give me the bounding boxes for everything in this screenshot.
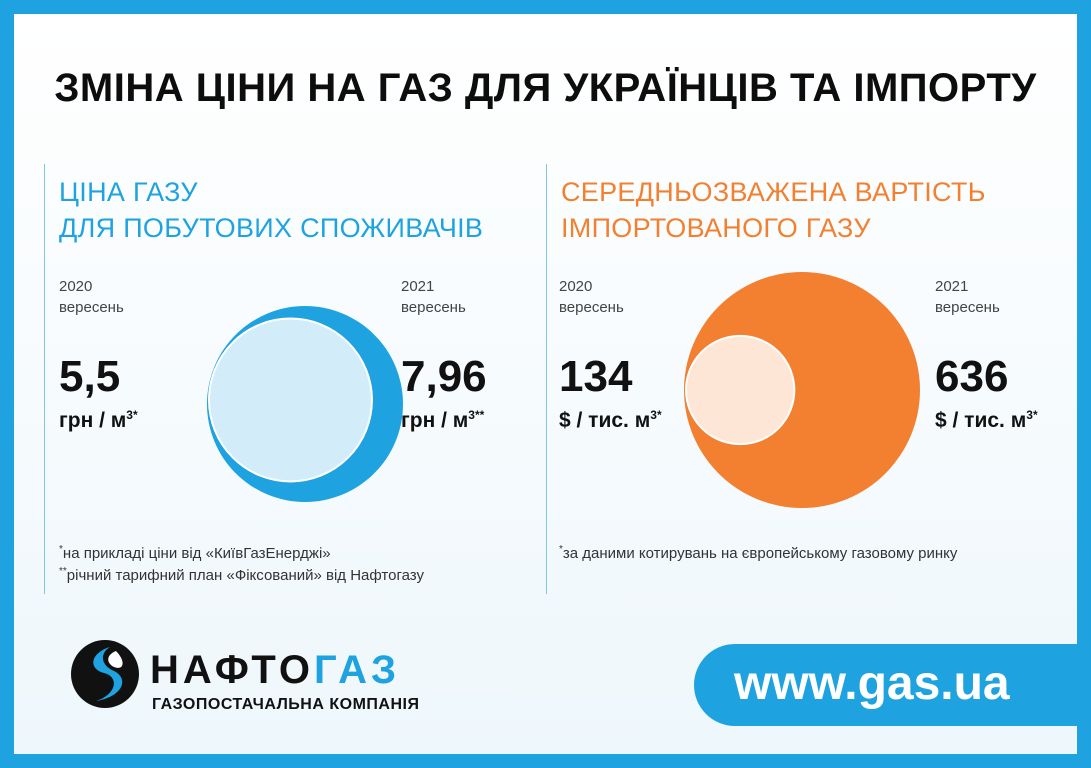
household-2021-month: вересень xyxy=(401,299,466,316)
import-panel-title: СЕРЕДНЬОЗВАЖЕНА ВАРТІСТЬ ІМПОРТОВАНОГО Г… xyxy=(561,174,986,246)
import-2020-bubble xyxy=(685,334,796,446)
household-2020-unit-mark: 3* xyxy=(126,408,138,422)
import-2021-unit-text: $ / тис. м xyxy=(935,409,1027,432)
household-2021-unit-mark: 3** xyxy=(468,408,485,422)
import-2020-unit-mark: 3* xyxy=(650,408,662,422)
household-2020-date: 2020 вересень xyxy=(59,276,124,318)
household-2021-year: 2021 xyxy=(401,278,435,295)
import-2021-year: 2021 xyxy=(935,278,969,295)
household-note-2-mark: ** xyxy=(59,566,67,577)
import-title-line-2: ІМПОРТОВАНОГО ГАЗУ xyxy=(561,213,871,243)
household-2020-value: 5,5 xyxy=(59,352,121,401)
import-2021-unit-mark: 3* xyxy=(1026,408,1038,422)
import-2021-date: 2021 вересень xyxy=(935,276,1000,318)
infographic-card: ЗМІНА ЦІНИ НА ГАЗ ДЛЯ УКРАЇНЦІВ ТА ІМПОР… xyxy=(14,14,1091,754)
brand-wordmark: НАФТОГАЗ xyxy=(150,648,400,693)
brand-wordmark-left: НАФТО xyxy=(150,648,314,692)
household-panel-title: ЦІНА ГАЗУ ДЛЯ ПОБУТОВИХ СПОЖИВАЧІВ xyxy=(59,174,483,246)
import-price-panel: СЕРЕДНЬОЗВАЖЕНА ВАРТІСТЬ ІМПОРТОВАНОГО Г… xyxy=(546,164,1067,594)
naftogaz-flame-logo-icon xyxy=(71,640,139,708)
import-2020-date: 2020 вересень xyxy=(559,276,624,318)
import-note-1-mark: * xyxy=(559,544,563,555)
household-note-1-mark: * xyxy=(59,544,63,555)
import-2021-month: вересень xyxy=(935,299,1000,316)
household-2020-year: 2020 xyxy=(59,278,93,295)
import-2020-month: вересень xyxy=(559,299,624,316)
import-2021-bubble xyxy=(684,272,920,508)
import-2021-value: 636 xyxy=(935,352,1009,401)
import-bubble-chart xyxy=(684,272,920,508)
household-note-1-text: на прикладі ціни від «КиївГазЕнерджі» xyxy=(62,545,331,562)
household-2021-unit-text: грн / м xyxy=(401,409,469,432)
household-2021-unit: грн / м3** xyxy=(401,408,484,433)
household-2020-unit: грн / м3* xyxy=(59,408,138,433)
brand-wordmark-right: ГАЗ xyxy=(313,648,401,692)
page-title: ЗМІНА ЦІНИ НА ГАЗ ДЛЯ УКРАЇНЦІВ ТА ІМПОР… xyxy=(54,66,1037,110)
household-note-1: *на прикладі ціни від «КиївГазЕнерджі» xyxy=(59,544,331,562)
household-2021-value: 7,96 xyxy=(401,352,487,401)
import-note-1: *за даними котирувань на європейському г… xyxy=(559,544,957,562)
household-note-2: **річний тарифний план «Фіксований» від … xyxy=(59,566,424,584)
household-title-line-2: ДЛЯ ПОБУТОВИХ СПОЖИВАЧІВ xyxy=(59,213,484,243)
import-title-line-1: СЕРЕДНЬОЗВАЖЕНА ВАРТІСТЬ xyxy=(561,177,986,207)
import-2020-value: 134 xyxy=(559,352,633,401)
household-note-2-text: річний тарифний план «Фіксований» від На… xyxy=(66,567,424,584)
household-title-line-1: ЦІНА ГАЗУ xyxy=(59,177,198,207)
import-2020-unit: $ / тис. м3* xyxy=(559,408,662,433)
website-link[interactable]: www.gas.ua xyxy=(694,644,1091,726)
website-url: www.gas.ua xyxy=(734,657,1010,710)
household-price-panel: ЦІНА ГАЗУ ДЛЯ ПОБУТОВИХ СПОЖИВАЧІВ 2020 … xyxy=(44,164,535,594)
import-2021-unit: $ / тис. м3* xyxy=(935,408,1038,433)
household-2020-unit-text: грн / м xyxy=(59,409,127,432)
brand-subtitle: ГАЗОПОСТАЧАЛЬНА КОМПАНІЯ xyxy=(152,696,420,713)
import-2020-year: 2020 xyxy=(559,278,593,295)
import-2020-unit-text: $ / тис. м xyxy=(559,409,651,432)
household-2021-date: 2021 вересень xyxy=(401,276,466,318)
import-note-1-text: за даними котирувань на європейському га… xyxy=(562,545,958,562)
household-bubble-chart xyxy=(207,306,403,502)
household-2020-month: вересень xyxy=(59,299,124,316)
household-2020-bubble xyxy=(208,317,373,483)
